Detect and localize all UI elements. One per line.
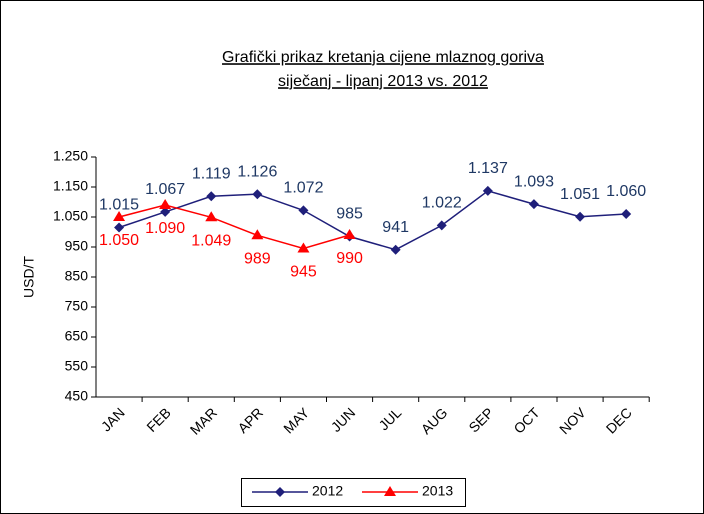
series-marker [206,191,217,202]
data-label: 1.060 [606,183,646,200]
series-marker [528,199,539,210]
data-label: 941 [382,219,409,236]
data-label: 990 [336,250,363,267]
legend-label: 2012 [312,483,343,499]
data-label: 1.137 [468,160,508,177]
y-tick-label: 1.150 [53,178,88,194]
series-marker [205,211,218,222]
series-marker [343,229,356,239]
data-label: 1.067 [145,181,185,198]
series-marker [160,206,171,217]
series-marker [436,220,447,231]
data-label: 989 [244,251,271,268]
y-tick-label: 1.050 [53,208,88,224]
data-label: 945 [290,264,317,281]
data-label: 1.126 [237,163,277,180]
data-label: 1.090 [145,220,185,237]
series-line [118,190,627,251]
data-label: 1.022 [422,195,462,212]
y-tick-label: 850 [65,268,89,284]
series-marker [575,211,586,222]
y-tick-label: 450 [65,388,89,404]
data-label: 1.072 [283,180,323,197]
y-tick-label: 750 [65,298,89,314]
legend-marker [275,487,285,497]
data-label: 1.051 [560,186,600,203]
series-marker [482,185,493,196]
series-marker [159,199,172,209]
data-label: 1.015 [99,197,139,214]
y-tick-label: 950 [65,238,89,254]
y-tick-label: 1.250 [53,148,88,164]
series-marker [113,211,126,221]
data-label: 1.049 [191,233,231,250]
series-marker [252,189,263,200]
series-marker [251,229,264,240]
y-axis-label: USD/T [21,256,37,298]
series-marker [297,242,310,253]
legend-label: 2013 [422,483,453,499]
data-label: 1.119 [192,166,231,183]
legend-marker [384,486,396,496]
data-label: 1.050 [99,232,139,249]
chart-title: Grafički prikaz kretanja cijene mlaznog … [222,49,544,66]
data-label: 1.093 [514,173,554,190]
data-label: 985 [336,206,363,223]
series-line [118,204,350,250]
series-marker [390,244,401,255]
series-marker [114,222,125,233]
y-tick-label: 650 [65,328,89,344]
series-marker [621,209,632,219]
chart-subtitle: siječanj - lipanj 2013 vs. 2012 [278,73,488,90]
y-tick-label: 550 [65,358,89,374]
series-marker [298,205,309,216]
